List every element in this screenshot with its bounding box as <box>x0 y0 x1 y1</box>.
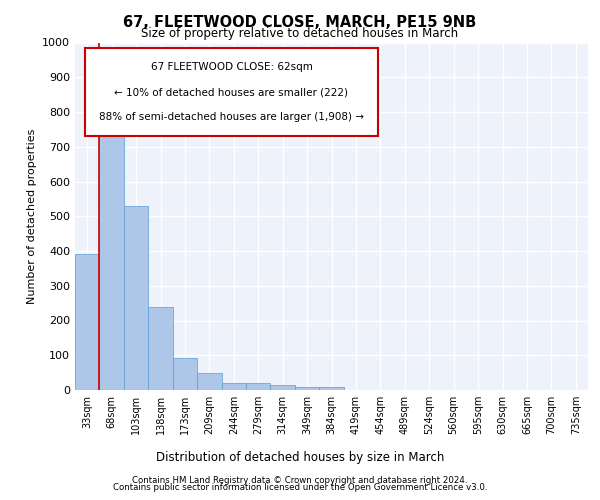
Bar <box>221 383 246 390</box>
Text: Distribution of detached houses by size in March: Distribution of detached houses by size … <box>156 451 444 464</box>
Text: Contains public sector information licensed under the Open Government Licence v3: Contains public sector information licen… <box>113 484 487 492</box>
Bar <box>124 206 148 390</box>
Text: 88% of semi-detached houses are larger (1,908) →: 88% of semi-detached houses are larger (… <box>99 112 364 122</box>
Bar <box>271 386 295 390</box>
Bar <box>246 383 271 390</box>
Bar <box>295 387 319 390</box>
FancyBboxPatch shape <box>85 48 377 136</box>
Bar <box>148 306 173 390</box>
Bar <box>197 372 221 390</box>
Bar <box>75 254 100 390</box>
Bar <box>100 102 124 390</box>
Text: ← 10% of detached houses are smaller (222): ← 10% of detached houses are smaller (22… <box>115 87 349 97</box>
Bar <box>319 387 344 390</box>
Text: 67, FLEETWOOD CLOSE, MARCH, PE15 9NB: 67, FLEETWOOD CLOSE, MARCH, PE15 9NB <box>124 15 476 30</box>
Y-axis label: Number of detached properties: Number of detached properties <box>26 128 37 304</box>
Bar <box>173 358 197 390</box>
Text: 67 FLEETWOOD CLOSE: 62sqm: 67 FLEETWOOD CLOSE: 62sqm <box>151 62 313 72</box>
Text: Size of property relative to detached houses in March: Size of property relative to detached ho… <box>142 28 458 40</box>
Text: Contains HM Land Registry data © Crown copyright and database right 2024.: Contains HM Land Registry data © Crown c… <box>132 476 468 485</box>
